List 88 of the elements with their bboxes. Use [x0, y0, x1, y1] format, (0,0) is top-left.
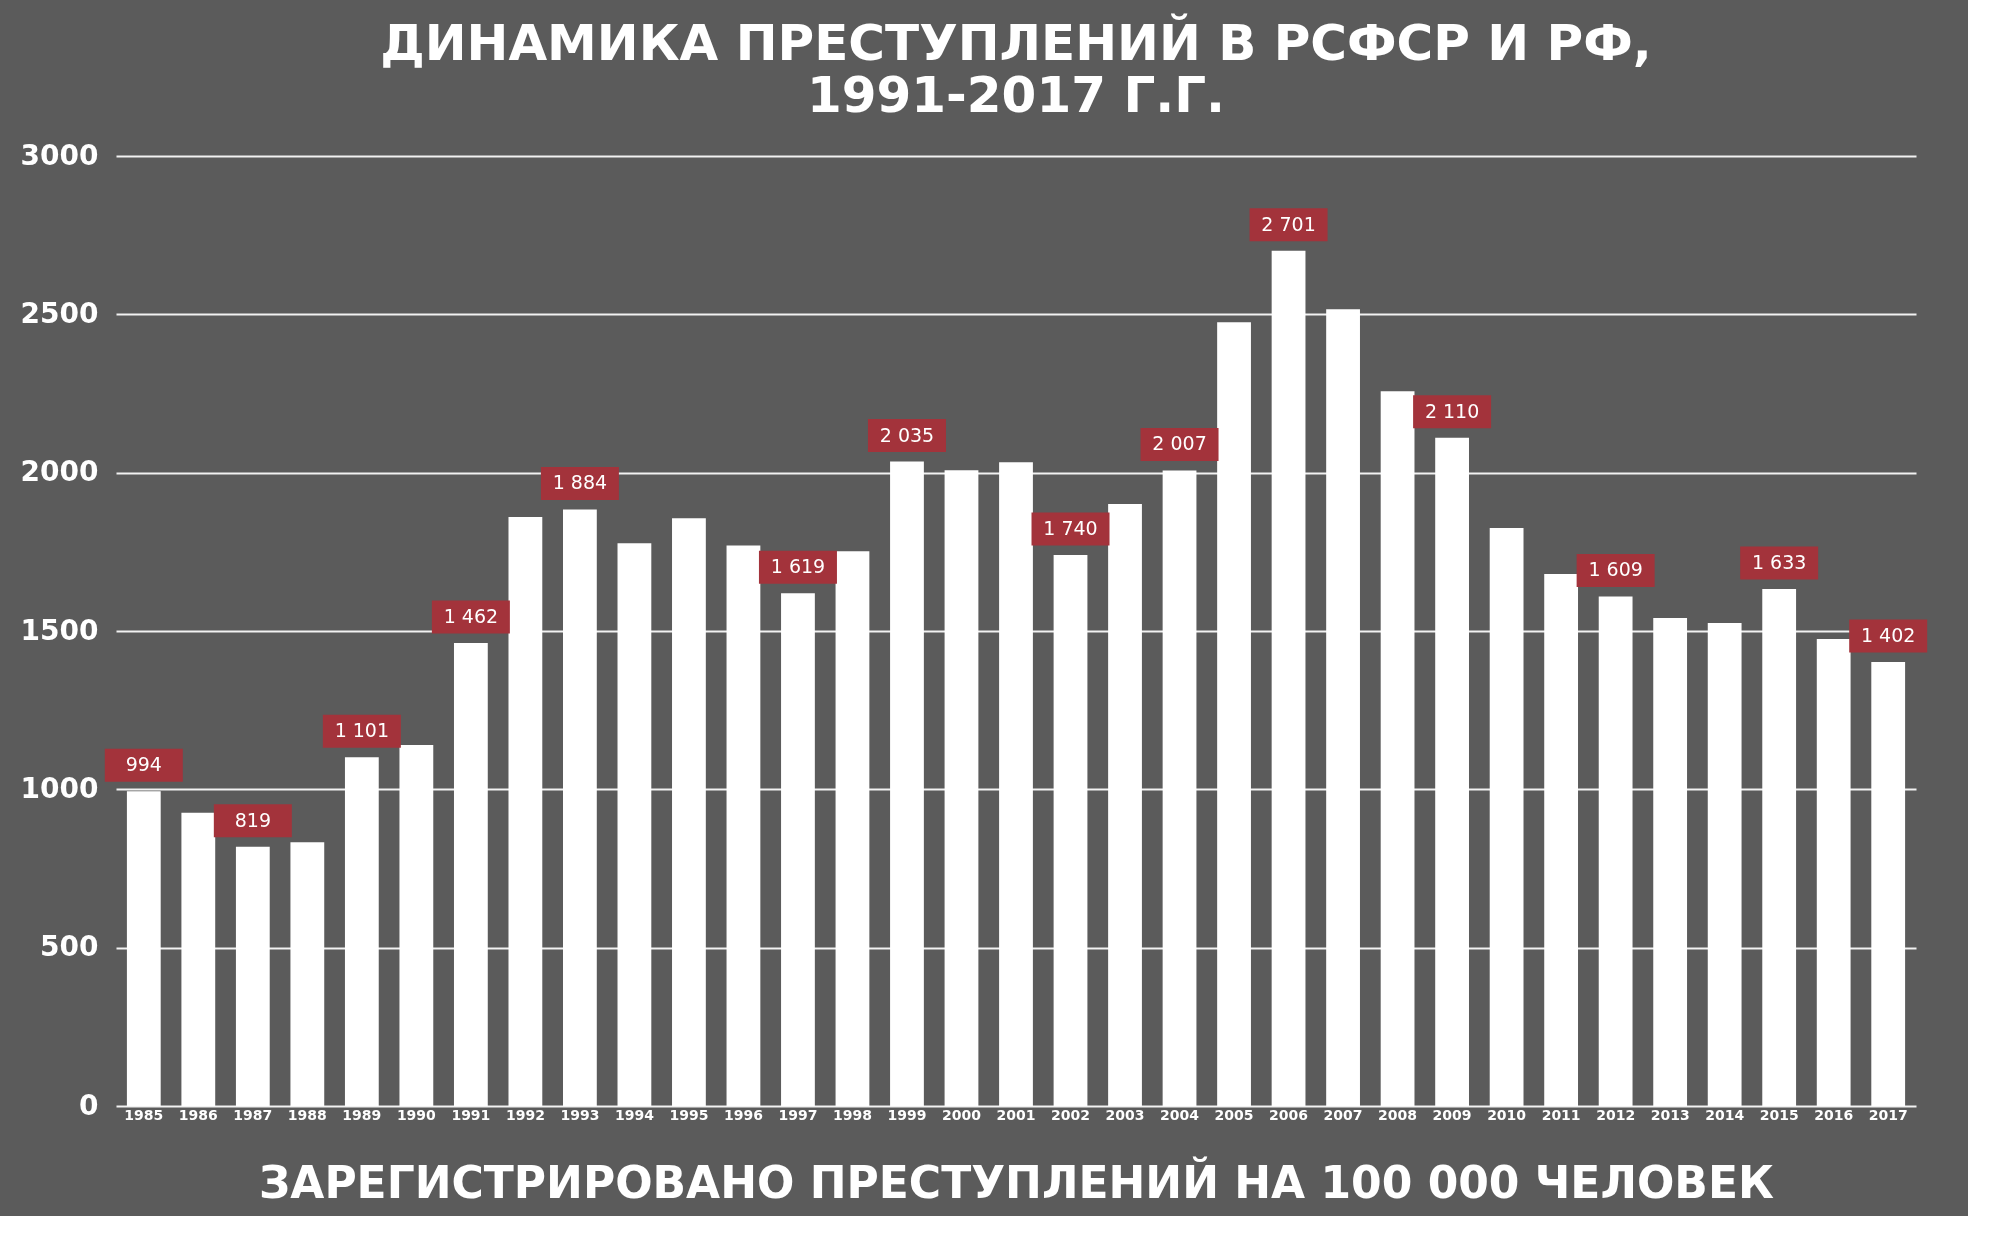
x-tick-label: 1991	[451, 1106, 491, 1123]
x-tick-label: 1998	[832, 1106, 872, 1123]
bar	[1217, 322, 1251, 1106]
bar	[999, 462, 1033, 1106]
bar	[1271, 250, 1306, 1106]
x-axis-title: ЗАРЕГИСТРИРОВАНО ПРЕСТУПЛЕНИЙ НА 100 000 ЧЕЛОВЕК	[259, 1155, 1774, 1208]
x-tick-label: 2013	[1650, 1106, 1690, 1123]
y-tick-label: 2000	[20, 455, 99, 489]
x-tick-label: 1995	[669, 1106, 709, 1123]
bar	[1653, 618, 1688, 1106]
y-tick-label: 1500	[20, 613, 99, 647]
y-tick-label: 3000	[20, 138, 99, 172]
bar	[453, 643, 488, 1106]
y-tick-label: 1000	[20, 771, 99, 805]
bar	[672, 518, 706, 1106]
bar	[1816, 638, 1851, 1106]
x-tick-label: 1987	[233, 1106, 273, 1123]
bar	[290, 842, 325, 1106]
bar	[508, 517, 543, 1106]
bar	[1544, 574, 1579, 1106]
x-tick-label: 1992	[505, 1106, 545, 1123]
bar	[126, 791, 161, 1106]
x-tick-label: 2011	[1541, 1106, 1581, 1123]
x-tick-label: 2009	[1432, 1106, 1472, 1123]
data-label: 994	[125, 753, 162, 776]
x-tick-label: 2000	[942, 1106, 982, 1123]
x-tick-label: 2014	[1705, 1106, 1745, 1123]
x-tick-label: 1997	[778, 1106, 818, 1123]
x-tick-label: 1996	[723, 1106, 763, 1123]
bar	[1707, 623, 1742, 1106]
data-label: 819	[234, 808, 271, 831]
data-label: 2 035	[879, 423, 935, 446]
bar	[726, 545, 761, 1106]
x-tick-label: 2004	[1160, 1106, 1200, 1123]
x-tick-label: 2007	[1323, 1106, 1363, 1123]
x-tick-label: 2005	[1214, 1106, 1254, 1123]
x-tick-label: 1993	[560, 1106, 600, 1123]
bar	[1435, 437, 1469, 1106]
bar	[781, 593, 815, 1106]
bar	[1162, 470, 1197, 1106]
bar	[835, 551, 870, 1106]
bar	[344, 757, 379, 1106]
data-label: 1 619	[770, 555, 826, 578]
y-tick-label: 500	[40, 930, 99, 964]
data-label: 2 701	[1261, 212, 1316, 235]
data-label: 1 101	[334, 719, 390, 742]
x-tick-label: 2010	[1487, 1106, 1527, 1123]
x-tick-label: 1994	[614, 1106, 655, 1123]
data-label: 1 609	[1588, 558, 1643, 581]
data-label: 1 740	[1043, 517, 1098, 539]
bar	[1380, 391, 1415, 1106]
bar	[181, 812, 216, 1106]
bar	[1053, 555, 1088, 1106]
data-label: 2 110	[1424, 399, 1480, 422]
x-tick-label: 2001	[996, 1106, 1036, 1123]
x-tick-label: 2006	[1269, 1106, 1309, 1123]
data-label: 1 633	[1751, 550, 1807, 573]
x-tick-label: 2012	[1596, 1106, 1636, 1123]
y-tick-label: 2500	[20, 296, 99, 330]
x-tick-label: 1988	[287, 1106, 327, 1123]
data-label: 1 462	[443, 605, 499, 628]
bar	[563, 509, 597, 1106]
bar	[399, 745, 434, 1106]
bar	[1489, 528, 1524, 1106]
bar	[1871, 662, 1906, 1106]
x-tick-label: 2016	[1814, 1106, 1854, 1123]
data-label: 1 884	[552, 471, 608, 494]
bar	[617, 543, 652, 1106]
x-tick-label: 1990	[396, 1106, 437, 1123]
x-tick-label: 2002	[1051, 1106, 1090, 1123]
bar	[944, 470, 979, 1106]
y-tick-label: 0	[79, 1088, 99, 1122]
x-tick-label: 1985	[124, 1106, 164, 1123]
bar	[1762, 588, 1797, 1106]
x-tick-label: 2017	[1868, 1106, 1908, 1123]
x-tick-label: 2008	[1378, 1106, 1418, 1123]
data-label: 1 402	[1861, 624, 1916, 647]
x-tick-label: 1999	[887, 1106, 927, 1123]
bar	[1598, 596, 1633, 1106]
bar	[235, 846, 270, 1106]
bar	[890, 461, 924, 1106]
bar	[1326, 309, 1360, 1106]
data-label: 2 007	[1152, 432, 1207, 455]
x-tick-label: 2015	[1759, 1106, 1799, 1123]
x-tick-label: 1986	[178, 1106, 218, 1123]
x-tick-label: 2003	[1105, 1106, 1145, 1123]
x-tick-label: 1989	[342, 1106, 382, 1123]
bar	[1108, 504, 1142, 1106]
